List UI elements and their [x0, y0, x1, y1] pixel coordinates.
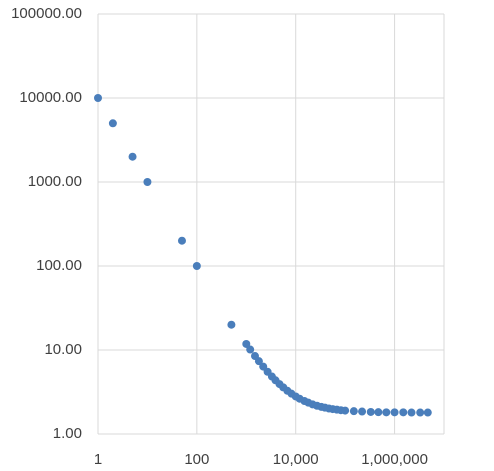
point — [177, 236, 186, 245]
y-tick-label: 1.00 — [53, 425, 82, 442]
x-tick-label: 1,000,000 — [361, 451, 428, 468]
point — [349, 407, 358, 416]
point — [407, 408, 416, 417]
point — [192, 262, 201, 270]
point — [390, 408, 399, 417]
point — [416, 408, 425, 417]
point — [423, 408, 432, 417]
x-tick-label: 10,000 — [273, 451, 319, 468]
point — [108, 119, 117, 128]
x-tick-label: 100 — [184, 451, 209, 468]
y-tick-label: 1000.00 — [28, 173, 82, 190]
point — [358, 407, 367, 416]
point — [382, 408, 391, 417]
y-tick-label: 10.00 — [44, 341, 82, 358]
y-tick-label: 10000.00 — [19, 89, 82, 106]
point — [242, 339, 251, 348]
point — [399, 408, 408, 417]
point — [341, 406, 350, 415]
point — [246, 345, 255, 354]
x-tick-label: 1 — [94, 451, 102, 468]
point — [366, 407, 375, 416]
point — [227, 320, 236, 329]
point — [94, 94, 102, 102]
point — [143, 178, 152, 186]
point — [259, 362, 268, 371]
y-tick-label: 100000.00 — [11, 5, 82, 22]
point — [254, 357, 263, 366]
y-tick-label: 100.00 — [36, 257, 82, 274]
point — [128, 152, 137, 161]
point — [374, 408, 383, 417]
